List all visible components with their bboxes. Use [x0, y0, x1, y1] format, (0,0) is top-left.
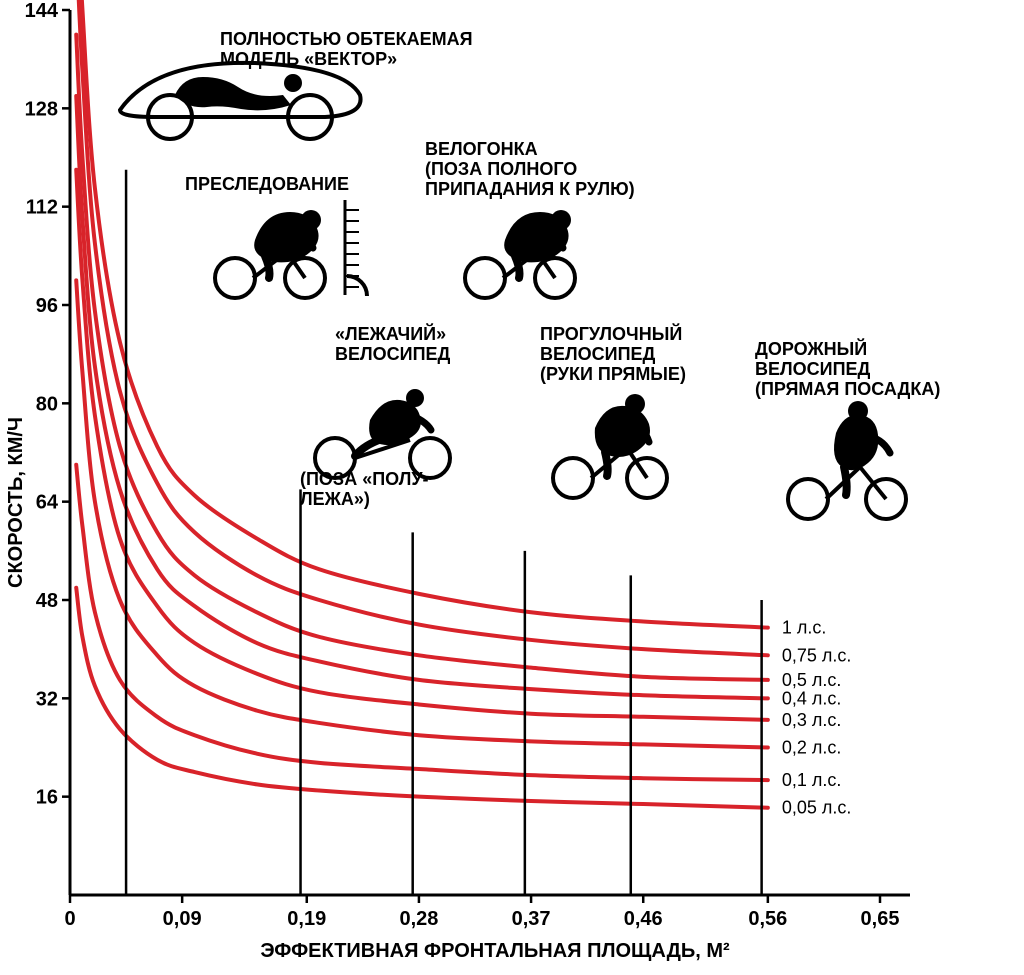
pursuit-icon	[215, 210, 325, 298]
x-tick-label: 0,65	[861, 908, 900, 930]
race-icon	[465, 210, 575, 298]
roadster-icon	[788, 401, 906, 519]
annotation-race-title: (ПОЗА ПОЛНОГО	[425, 159, 577, 179]
y-tick-label: 48	[36, 590, 58, 612]
annotation-recumbent-title: «ЛЕЖАЧИЙ»	[335, 323, 446, 344]
annotation-recumbent-subtitle: ЛЕЖА»)	[300, 489, 370, 509]
vector-icon	[120, 63, 361, 139]
annotation-roadster-title: ДОРОЖНЫЙ	[755, 338, 867, 359]
annotation-pursuit-title: ПРЕСЛЕДОВАНИЕ	[185, 174, 349, 194]
series-label: 0,1 л.с.	[782, 770, 842, 790]
annotation-touring-title: (РУКИ ПРЯМЫЕ)	[540, 364, 686, 384]
annotation-race-title: ПРИПАДАНИЯ К РУЛЮ)	[425, 179, 635, 199]
annotation-recumbent-title: ВЕЛОСИПЕД	[335, 344, 451, 364]
y-tick-label: 80	[36, 393, 58, 415]
y-tick-label: 128	[25, 98, 58, 120]
x-tick-label: 0	[64, 908, 75, 930]
series-label: 1 л.с.	[782, 618, 827, 638]
annotation-roadster-title: (ПРЯМАЯ ПОСАДКА)	[755, 379, 940, 399]
chart-svg: 16 32 48 64 80 96 112 128 144 0 0,09 0,19 0,28 0,37 0,…	[0, 0, 1024, 975]
annotation-race-title: ВЕЛОГОНКА	[425, 139, 538, 159]
series-label: 0,3 л.с.	[782, 710, 842, 730]
annotation-touring-title: ВЕЛОСИПЕД	[540, 344, 656, 364]
annotation-vector-title: МОДЕЛЬ «ВЕКТОР»	[220, 49, 397, 69]
annotation-roadster-title: ВЕЛОСИПЕД	[755, 359, 871, 379]
y-tick-label: 32	[36, 688, 58, 710]
touring-icon	[553, 394, 667, 498]
y-tick-label: 64	[36, 492, 59, 514]
y-axis-label: СКОРОСТЬ, КМ/Ч	[5, 417, 27, 588]
x-tick-label: 0,46	[624, 908, 663, 930]
series-label: 0,4 л.с.	[782, 688, 842, 708]
y-tick-label: 144	[25, 0, 59, 22]
x-tick-label: 0,09	[163, 908, 202, 930]
annotation-touring-title: ПРОГУЛОЧНЫЙ	[540, 323, 682, 344]
y-tick-label: 112	[26, 197, 58, 219]
curve-0.3л.с.	[76, 170, 768, 720]
x-tick-label: 0,19	[287, 908, 326, 930]
x-tick-label: 0,28	[399, 908, 438, 930]
annotation-vector-title: ПОЛНОСТЬЮ ОБТЕКАЕМАЯ	[220, 29, 473, 49]
series-label: 0,5 л.с.	[782, 670, 842, 690]
x-tick-label: 0,56	[748, 908, 787, 930]
x-axis-label: ЭФФЕКТИВНАЯ ФРОНТАЛЬНАЯ ПЛОЩАДЬ, М²	[260, 940, 730, 962]
y-tick-label: 16	[36, 787, 58, 809]
series-label: 0,05 л.с.	[782, 798, 852, 818]
pursuit-scale-icon	[345, 200, 367, 296]
x-tick-label: 0,37	[512, 908, 551, 930]
y-tick-label: 96	[36, 295, 58, 317]
recumbent-icon	[315, 389, 450, 478]
chart-container: 16 32 48 64 80 96 112 128 144 0 0,09 0,19 0,28 0,37 0,…	[0, 0, 1024, 975]
series-label: 0,75 л.с.	[782, 645, 852, 665]
series-label: 0,2 л.с.	[782, 738, 842, 758]
